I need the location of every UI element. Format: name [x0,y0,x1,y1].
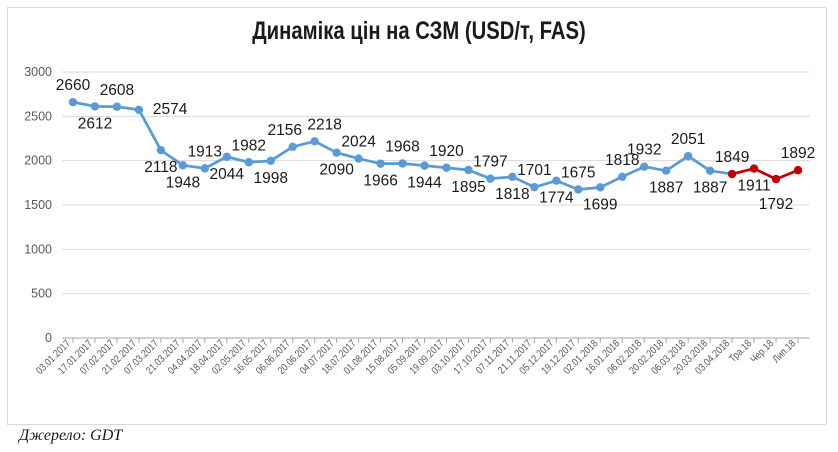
svg-text:2608: 2608 [100,82,134,99]
svg-text:1982: 1982 [232,137,266,154]
svg-text:1948: 1948 [166,174,200,191]
svg-text:1000: 1000 [24,242,52,256]
svg-text:1892: 1892 [781,145,815,162]
svg-text:1966: 1966 [363,173,397,190]
svg-text:500: 500 [31,287,52,301]
svg-text:1818: 1818 [495,186,529,203]
svg-text:1699: 1699 [583,196,617,213]
svg-text:1920: 1920 [429,143,464,160]
svg-text:1887: 1887 [693,180,727,197]
svg-text:1849: 1849 [715,149,749,166]
svg-text:3000: 3000 [24,65,52,79]
svg-text:0: 0 [45,331,52,345]
svg-text:2024: 2024 [341,134,376,151]
svg-text:2500: 2500 [24,109,52,123]
svg-text:2660: 2660 [56,77,91,94]
svg-text:1797: 1797 [473,154,507,171]
svg-text:2000: 2000 [24,154,52,168]
svg-text:Лип.18: Лип.18 [770,338,798,366]
svg-text:1944: 1944 [407,175,442,192]
svg-text:2090: 2090 [319,162,354,179]
svg-text:Тра.18: Тра.18 [727,338,754,365]
svg-text:1911: 1911 [737,178,770,195]
svg-text:1675: 1675 [561,164,595,181]
svg-text:1500: 1500 [24,198,52,212]
svg-text:2574: 2574 [153,101,188,118]
svg-text:1895: 1895 [451,179,485,196]
svg-text:1968: 1968 [385,139,419,156]
svg-text:2156: 2156 [267,122,301,139]
svg-text:Чер.18: Чер.18 [748,338,776,366]
svg-text:2612: 2612 [78,115,112,132]
svg-text:1701: 1701 [517,162,551,179]
svg-text:1887: 1887 [649,180,683,197]
svg-text:2051: 2051 [671,131,705,148]
svg-text:1998: 1998 [253,170,287,187]
svg-text:1792: 1792 [759,196,793,213]
svg-text:1774: 1774 [539,190,574,207]
svg-text:1913: 1913 [188,143,222,160]
svg-text:2218: 2218 [307,116,341,133]
svg-text:2044: 2044 [210,166,245,183]
svg-text:1932: 1932 [627,142,661,159]
